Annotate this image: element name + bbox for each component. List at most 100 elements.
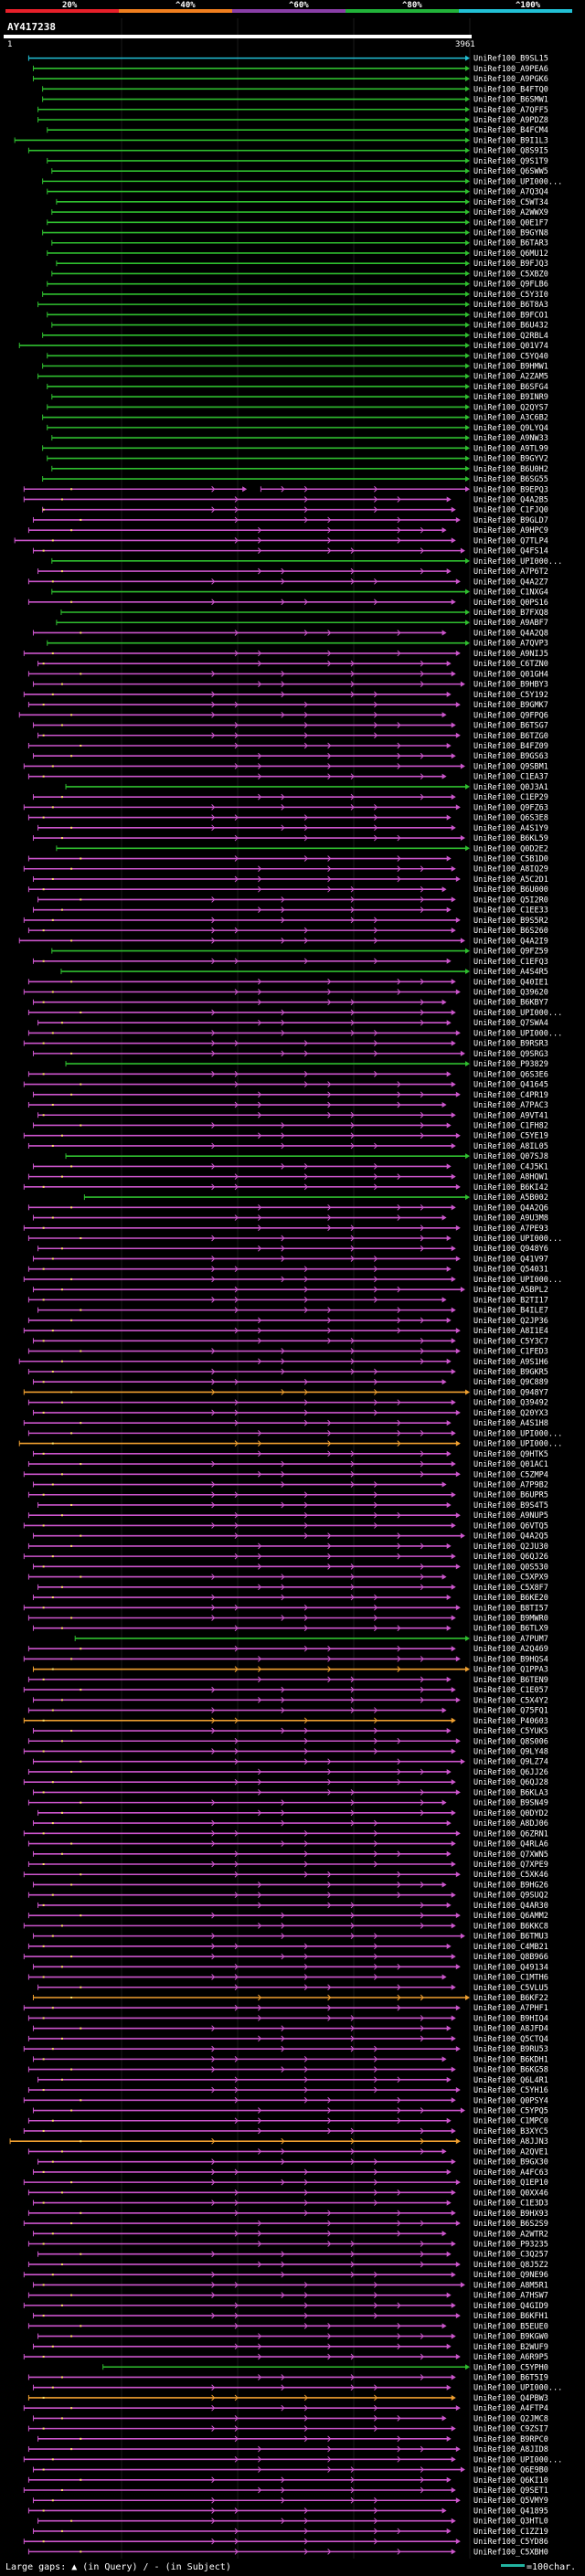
hit-arrowhead xyxy=(465,1635,470,1641)
hit-arrowhead xyxy=(460,1758,465,1765)
hit-row: UniRef100_C5WT34 xyxy=(56,198,548,207)
hit-arrowhead xyxy=(446,1676,452,1682)
hit-gap-marker xyxy=(234,1070,239,1077)
query-gap-dot xyxy=(42,2284,45,2286)
hit-gap-marker xyxy=(420,773,424,780)
hit-gap-marker xyxy=(327,1307,332,1313)
hit-gap-marker xyxy=(420,1902,424,1909)
hit-gap-marker xyxy=(258,1584,262,1591)
hit-gap-marker xyxy=(211,2476,216,2484)
hit-label: UniRef100_A7PAC3 xyxy=(473,1101,548,1110)
hit-row: UniRef100_B9GYV2 xyxy=(47,455,548,464)
hit-gap-marker xyxy=(234,1266,239,1273)
hit-gap-marker xyxy=(234,1327,239,1334)
hit-row: UniRef100_UPI000... xyxy=(27,1029,562,1038)
hit-gap-marker xyxy=(420,1542,424,1550)
query-gap-dot xyxy=(42,888,45,891)
hit-gap-marker xyxy=(303,1409,308,1416)
hit-gap-marker xyxy=(350,1256,355,1262)
hit-gap-marker xyxy=(281,2148,285,2155)
hit-gap-marker xyxy=(327,2466,332,2473)
hit-row: UniRef100_Q7XPE9 xyxy=(27,1860,548,1870)
hit-arrowhead xyxy=(451,896,456,903)
hit-label: UniRef100_B6KE20 xyxy=(473,1594,548,1603)
hit-row: UniRef100_B9GS63 xyxy=(32,752,548,761)
hit-arrowhead xyxy=(465,394,470,400)
hit-row: UniRef100_B6TAR3 xyxy=(51,239,548,249)
hit-label: UniRef100_Q0S530 xyxy=(473,1563,548,1572)
hit-gap-marker xyxy=(303,1727,308,1734)
query-gap-dot xyxy=(80,2550,82,2553)
hit-gap-marker xyxy=(327,516,332,524)
hit-gap-marker xyxy=(281,2518,285,2525)
query-gap-dot xyxy=(51,1442,54,1445)
hit-arrowhead xyxy=(455,1328,461,1334)
hit-gap-marker xyxy=(374,1163,378,1170)
hit-row: UniRef100_A7QVP3 xyxy=(47,640,548,649)
query-gap-dot xyxy=(51,806,54,809)
hit-row: UniRef100_Q7SWA4 xyxy=(37,1019,548,1028)
hit-gap-marker xyxy=(327,2210,332,2217)
hit-label: UniRef100_B6KBY7 xyxy=(473,999,548,1008)
hit-arrowhead xyxy=(451,1430,456,1436)
hit-gap-marker xyxy=(281,1050,285,1057)
hit-row: UniRef100_B9RU53 xyxy=(23,2045,548,2054)
hit-gap-marker xyxy=(374,1256,378,1262)
hit-arrowhead xyxy=(465,445,470,451)
query-gap-dot xyxy=(60,1247,63,1250)
hit-row: UniRef100_B6SFG4 xyxy=(47,383,548,392)
query-gap-dot xyxy=(42,2089,45,2092)
hit-row: UniRef100_Q2QYS7 xyxy=(47,403,548,412)
hit-label: UniRef100_A9ABF7 xyxy=(473,619,548,628)
hit-gap-marker xyxy=(420,2261,424,2268)
hit-row: UniRef100_A8IL05 xyxy=(27,1142,548,1151)
hit-gap-marker xyxy=(374,691,378,698)
hit-arrowhead xyxy=(441,1379,447,1385)
hit-gap-marker xyxy=(258,650,262,657)
hit-gap-marker xyxy=(397,1882,401,1888)
hit-label: UniRef100_A3C6B2 xyxy=(473,414,548,423)
hit-label: UniRef100_Q4A2I9 xyxy=(473,937,548,946)
hit-arrowhead xyxy=(451,2189,456,2196)
hit-label: UniRef100_B9RSR3 xyxy=(473,1040,548,1049)
query-gap-dot xyxy=(70,755,73,758)
hit-row: UniRef100_Q39620 xyxy=(23,989,548,998)
hit-arrowhead xyxy=(446,742,452,748)
hit-gap-marker xyxy=(420,1563,424,1570)
hit-gap-marker xyxy=(303,1953,308,1960)
hit-gap-marker xyxy=(211,1727,216,1734)
hit-gap-marker xyxy=(211,1389,216,1395)
hit-arrowhead xyxy=(465,1194,470,1201)
hit-arrowhead xyxy=(465,239,470,246)
hit-gap-marker xyxy=(211,2056,216,2062)
hit-label: UniRef100_A8JID8 xyxy=(473,2445,548,2454)
hit-gap-marker xyxy=(303,2404,308,2412)
hit-gap-marker xyxy=(281,1009,285,1016)
hit-row: UniRef100_A8JJN3 xyxy=(9,2137,548,2147)
hit-gap-marker xyxy=(281,1019,285,1026)
query-gap-dot xyxy=(70,1052,73,1055)
hit-arrowhead xyxy=(455,1871,461,1878)
hit-row: UniRef100_B2TI17 xyxy=(27,1296,548,1305)
hit-arrowhead xyxy=(451,1779,456,1786)
hit-gap-marker xyxy=(420,1994,424,2001)
hit-gap-marker xyxy=(303,2189,308,2196)
hit-gap-marker xyxy=(281,1686,285,1693)
hit-gap-marker xyxy=(211,1009,216,1016)
hit-gap-marker xyxy=(234,855,239,862)
hit-gap-marker xyxy=(303,937,308,944)
hit-row: UniRef100_B6S260 xyxy=(27,927,548,936)
hit-gap-marker xyxy=(211,2312,216,2319)
query-gap-dot xyxy=(42,1791,45,1794)
hit-gap-marker xyxy=(258,2333,262,2339)
hit-label: UniRef100_A7Q3Q4 xyxy=(473,188,548,197)
hit-arrowhead xyxy=(242,486,248,493)
hit-label: UniRef100_Q4A2Z7 xyxy=(473,578,548,587)
hit-gap-marker xyxy=(258,773,262,780)
hit-gap-marker xyxy=(303,855,308,862)
hit-gap-marker xyxy=(211,2292,216,2299)
hit-gap-marker xyxy=(234,763,239,769)
hit-gap-marker xyxy=(303,599,308,606)
hit-gap-marker xyxy=(303,2518,308,2525)
hit-gap-marker xyxy=(350,1348,355,1354)
